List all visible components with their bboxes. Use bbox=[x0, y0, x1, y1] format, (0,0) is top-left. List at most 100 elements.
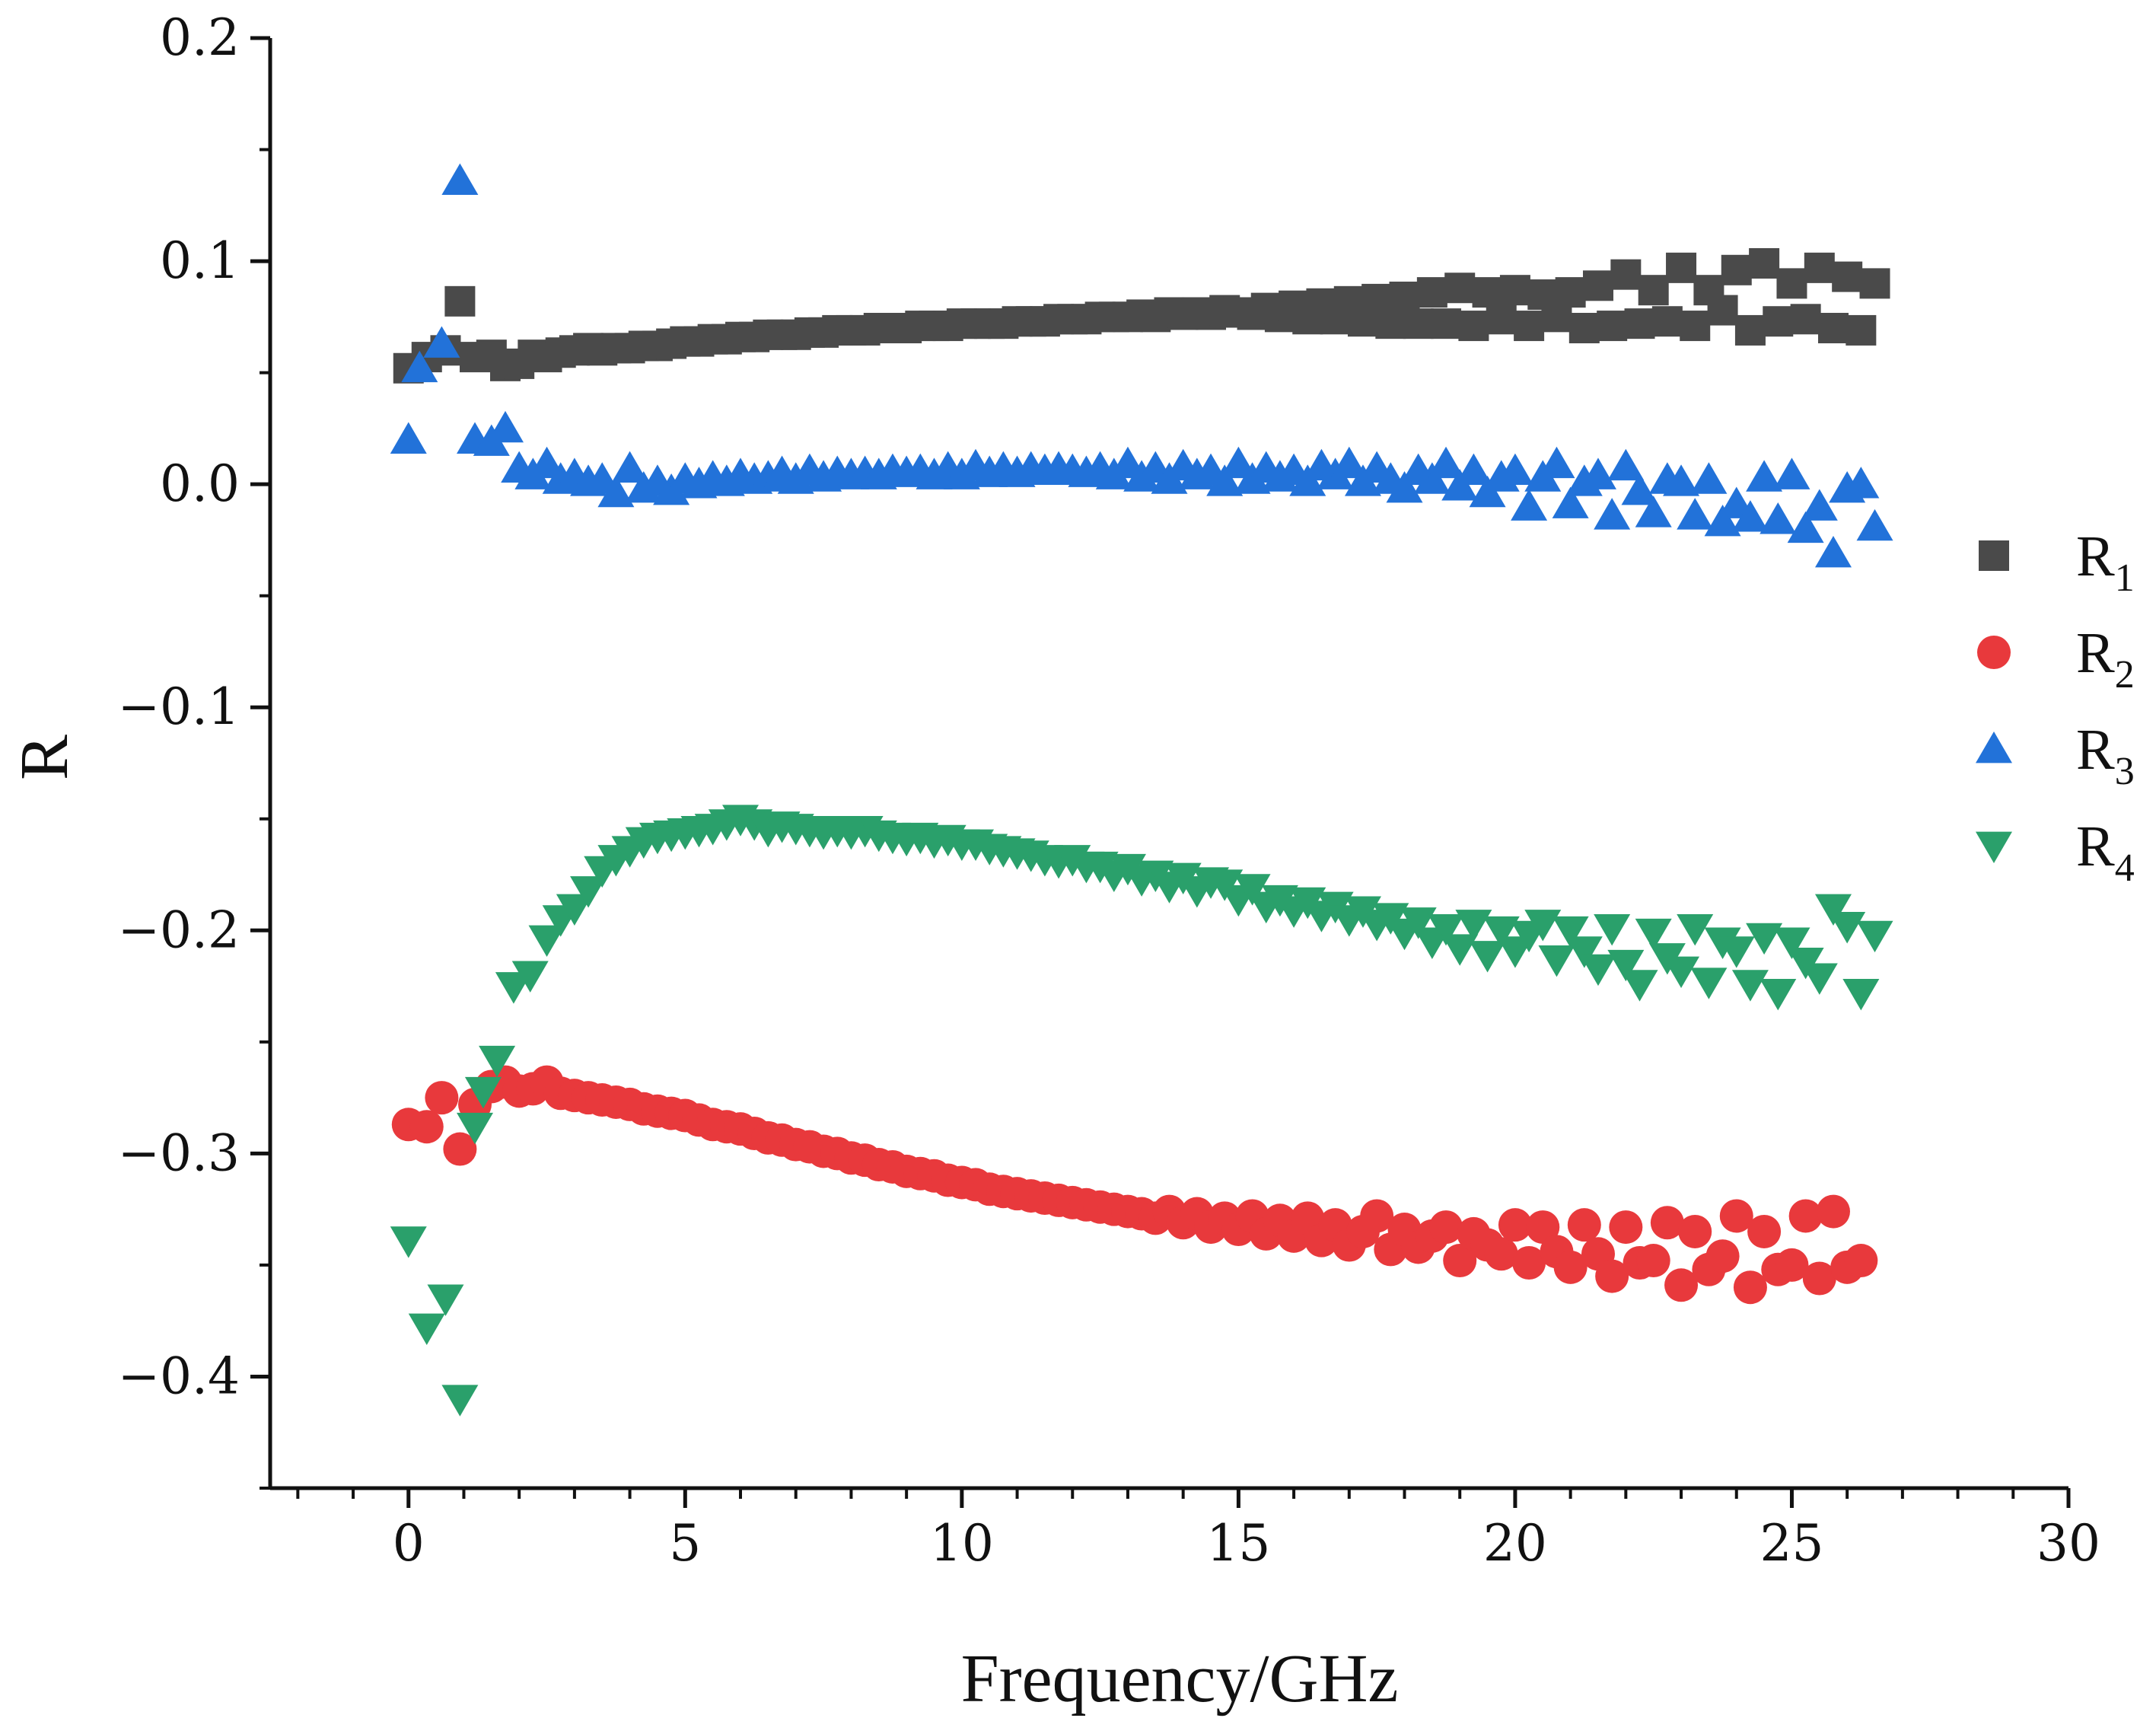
x-tick-label: 0 bbox=[393, 1514, 425, 1573]
data-point-R2 bbox=[1802, 1261, 1836, 1296]
data-point-R3 bbox=[1579, 457, 1616, 489]
series-R3 bbox=[390, 163, 1893, 568]
legend-label: R3 bbox=[2076, 718, 2135, 793]
data-point-R1 bbox=[1721, 254, 1752, 285]
y-tick-label: 0.0 bbox=[160, 454, 240, 513]
data-point-R4 bbox=[556, 894, 593, 926]
data-point-R4 bbox=[1731, 970, 1769, 1002]
data-point-R2 bbox=[1816, 1194, 1850, 1229]
data-point-R1 bbox=[1666, 252, 1697, 283]
data-point-R1 bbox=[1514, 311, 1545, 342]
data-point-R4 bbox=[441, 1385, 479, 1417]
data-point-R2 bbox=[1553, 1250, 1588, 1284]
data-point-R4 bbox=[1579, 954, 1616, 987]
data-point-R4 bbox=[570, 876, 607, 908]
data-point-R1 bbox=[1845, 314, 1877, 346]
data-point-R1 bbox=[1651, 306, 1683, 337]
series-R1 bbox=[393, 248, 1890, 384]
data-point-R4 bbox=[390, 1226, 427, 1258]
x-axis-title: Frequency/GHz bbox=[961, 1641, 1399, 1716]
legend-label-subscript: 2 bbox=[2115, 653, 2135, 696]
data-point-R4 bbox=[1760, 978, 1797, 1011]
data-point-R3 bbox=[1704, 504, 1741, 537]
data-point-R4 bbox=[1663, 956, 1700, 989]
data-point-R4 bbox=[495, 972, 532, 1004]
data-point-R1 bbox=[1817, 313, 1849, 343]
y-tick-label: −0.4 bbox=[118, 1347, 240, 1405]
data-point-R3 bbox=[1552, 486, 1589, 518]
legend-label: R1 bbox=[2076, 524, 2135, 600]
data-point-R2 bbox=[425, 1081, 459, 1115]
x-tick-label: 15 bbox=[1206, 1514, 1270, 1573]
data-point-R4 bbox=[1496, 936, 1533, 968]
data-point-R4 bbox=[479, 1045, 516, 1078]
data-point-R3 bbox=[1677, 498, 1714, 530]
data-point-R1 bbox=[1389, 281, 1420, 312]
data-point-R1 bbox=[1832, 261, 1863, 292]
data-point-R3 bbox=[1206, 464, 1244, 496]
data-point-R2 bbox=[1443, 1244, 1477, 1278]
x-tick-label: 25 bbox=[1760, 1514, 1823, 1573]
data-point-R1 bbox=[1472, 277, 1503, 308]
legend-item-R4: R4 bbox=[1976, 814, 2135, 890]
data-point-R1 bbox=[1555, 277, 1586, 308]
data-point-R2 bbox=[1705, 1239, 1740, 1273]
data-point-R4 bbox=[1829, 912, 1866, 944]
data-point-R1 bbox=[444, 285, 476, 317]
data-point-R2 bbox=[1609, 1210, 1643, 1245]
data-point-R3 bbox=[1621, 473, 1658, 505]
data-point-R2 bbox=[1567, 1208, 1601, 1242]
data-point-R4 bbox=[1773, 927, 1810, 959]
data-point-R3 bbox=[1814, 536, 1852, 568]
data-point-R1 bbox=[1859, 268, 1890, 299]
data-point-R3 bbox=[1842, 467, 1880, 499]
data-point-R3 bbox=[1787, 511, 1824, 543]
series-R4 bbox=[390, 805, 1893, 1417]
data-point-R4 bbox=[1607, 949, 1645, 982]
data-point-R4 bbox=[1400, 907, 1437, 939]
ticks: 0 5 10 15 20 25 30 0.2 0.1 0.0 −0.1 −0.2 −0.3 −0.4 bbox=[118, 8, 2100, 1573]
data-point-R2 bbox=[1484, 1237, 1518, 1271]
axes bbox=[268, 38, 2068, 1490]
legend-label-subscript: 1 bbox=[2115, 556, 2135, 600]
y-tick-label: −0.2 bbox=[118, 900, 240, 959]
data-point-R3 bbox=[423, 326, 460, 358]
legend-marker-R3 bbox=[1976, 732, 2012, 763]
data-point-R2 bbox=[1844, 1244, 1878, 1278]
legend-item-R3: R3 bbox=[1976, 718, 2135, 793]
legend-label-main: R bbox=[2076, 718, 2115, 782]
data-point-R1 bbox=[1499, 275, 1530, 306]
data-point-R1 bbox=[1680, 311, 1711, 342]
data-point-R4 bbox=[1842, 978, 1880, 1011]
data-point-R3 bbox=[487, 410, 524, 443]
data-point-R4 bbox=[1565, 936, 1603, 968]
data-point-R4 bbox=[1524, 910, 1562, 942]
data-point-R4 bbox=[1482, 916, 1520, 948]
data-point-R2 bbox=[1650, 1206, 1684, 1240]
data-point-R3 bbox=[1635, 496, 1672, 528]
data-point-R3 bbox=[390, 422, 427, 454]
data-point-R1 bbox=[1734, 314, 1766, 346]
data-point-R2 bbox=[1733, 1270, 1767, 1305]
legend-label-subscript: 3 bbox=[2115, 750, 2135, 793]
data-point-R1 bbox=[1638, 275, 1669, 306]
data-point-R3 bbox=[1220, 446, 1257, 479]
data-point-R4 bbox=[1538, 945, 1575, 977]
data-point-R1 bbox=[1597, 311, 1628, 342]
data-point-R1 bbox=[1375, 308, 1406, 339]
data-point-R3 bbox=[1856, 508, 1893, 541]
data-point-R4 bbox=[1635, 918, 1672, 951]
data-point-R4 bbox=[1801, 963, 1838, 995]
data-point-R3 bbox=[401, 350, 438, 383]
data-point-R4 bbox=[464, 1076, 502, 1109]
data-point-R1 bbox=[1776, 268, 1807, 299]
legend-label: R4 bbox=[2076, 814, 2135, 890]
data-point-R3 bbox=[1801, 489, 1838, 521]
data-point-R3 bbox=[1511, 489, 1548, 521]
y-tick-label: −0.3 bbox=[118, 1124, 240, 1182]
data-point-R2 bbox=[1429, 1210, 1463, 1245]
data-point-R4 bbox=[1594, 913, 1631, 946]
data-point-R3 bbox=[1773, 457, 1810, 489]
legend: R1 R2 R3 R4 bbox=[1976, 524, 2135, 890]
